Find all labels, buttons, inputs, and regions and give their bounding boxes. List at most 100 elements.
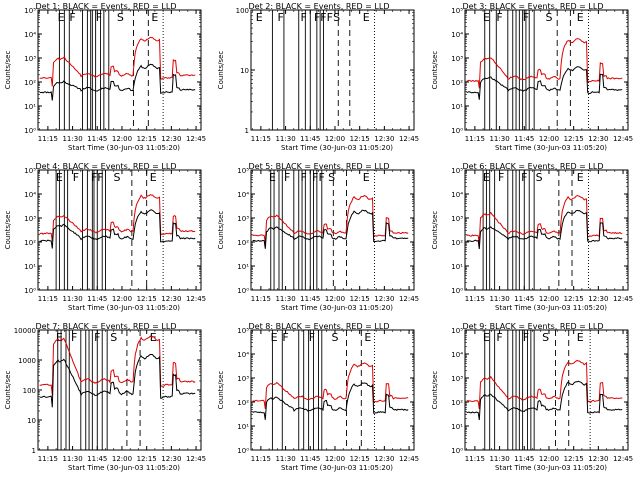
y-tick-label: 10¹ <box>24 103 36 111</box>
annotation-letter: E <box>256 11 263 24</box>
lld-series-line <box>466 194 623 244</box>
lld-series-line <box>252 194 409 244</box>
y-tick-label: 10² <box>237 399 249 407</box>
annotation-letter: F <box>521 171 527 184</box>
annotation-letter: E <box>271 331 278 344</box>
x-tick-label: 11:15 <box>465 455 485 463</box>
y-tick-label: 10⁰ <box>24 287 36 295</box>
y-tick-label: 10⁴ <box>451 191 463 199</box>
y-tick-label: 10⁰ <box>451 447 463 455</box>
y-tick-label: 10⁰ <box>24 127 36 135</box>
annotation-letter: E <box>58 11 65 24</box>
y-tick-label: 10³ <box>237 215 249 223</box>
plot-frame <box>250 169 415 291</box>
y-tick-label: 10¹ <box>451 103 463 111</box>
x-tick-label: 12:15 <box>350 295 370 303</box>
y-tick-label: 10⁵ <box>237 327 249 335</box>
x-tick-label: 12:45 <box>613 135 633 143</box>
y-tick-label: 10⁴ <box>451 351 463 359</box>
x-tick-label: 12:00 <box>325 455 345 463</box>
panel-det-6: Det 6: BLACK = Events, RED = LLD 10⁰ 10¹ 10… <box>431 162 633 312</box>
y-tick-label: 10 <box>240 67 249 75</box>
x-tick-label: 11:45 <box>300 295 320 303</box>
x-tick-label: 11:30 <box>275 455 295 463</box>
chart-title: Det 1: BLACK = Events, RED = LLD <box>36 2 177 11</box>
annotation-letter: S <box>114 171 121 184</box>
annotation-letter: F <box>523 331 529 344</box>
annotation-letter: E <box>363 171 370 184</box>
x-tick-label: 11:45 <box>514 295 534 303</box>
x-tick-label: 11:15 <box>38 135 58 143</box>
x-tick-label: 11:45 <box>514 135 534 143</box>
annotation-letter: E <box>56 171 63 184</box>
x-tick-label: 12:45 <box>186 135 206 143</box>
annotation-letter: F <box>309 331 315 344</box>
y-axis-label: Counts/sec <box>4 211 12 250</box>
y-axis-label: Counts/sec <box>4 371 12 410</box>
annotation-letter: FFF <box>314 11 333 24</box>
chart-title: Det 7: BLACK = Events, RED = LLD <box>36 322 177 331</box>
panel-det-8: Det 8: BLACK = Events, RED = LLD 10⁰ 10¹ 10… <box>217 322 419 472</box>
annotation-letter: F <box>523 11 529 24</box>
lld-series-line <box>39 36 196 87</box>
y-tick-label: 100 <box>236 7 249 15</box>
chart-title: Det 5: BLACK = Events, RED = LLD <box>249 162 390 171</box>
x-tick-label: 12:45 <box>399 295 419 303</box>
x-tick-label: 12:15 <box>564 135 584 143</box>
y-tick-label: 10⁵ <box>451 167 463 175</box>
x-tick-label: 11:15 <box>251 295 271 303</box>
x-tick-label: 12:30 <box>161 455 181 463</box>
annotation-letter: E <box>56 331 63 344</box>
events-series-line <box>39 353 196 408</box>
x-tick-label: 12:15 <box>137 135 157 143</box>
x-tick-label: 12:45 <box>186 295 206 303</box>
x-tick-label: 12:15 <box>564 295 584 303</box>
events-series-line <box>39 63 196 101</box>
annotation-letter: F <box>69 11 75 24</box>
annotation-letter: F <box>277 11 283 24</box>
x-tick-label: 12:30 <box>374 295 394 303</box>
x-tick-label: 12:00 <box>325 295 345 303</box>
annotation-letter: E <box>150 331 157 344</box>
annotation-letter: E <box>483 11 490 24</box>
annotation-letter: E <box>151 11 158 24</box>
annotation-letter: E <box>483 331 490 344</box>
x-tick-label: 12:15 <box>350 135 370 143</box>
x-axis-label: Start Time (30-Jun-03 11:05:20) <box>281 144 393 152</box>
plot-frame <box>464 169 629 291</box>
events-series-line <box>39 209 196 249</box>
x-tick-label: 11:30 <box>489 295 509 303</box>
panel-det-9: Det 9: BLACK = Events, RED = LLD 10⁰ 10¹ 10… <box>431 322 633 472</box>
annotation-letter: S <box>333 11 340 24</box>
y-tick-label: 10¹ <box>451 423 463 431</box>
panel-det-5: Det 5: BLACK = Events, RED = LLD 10⁰ 10¹ 10… <box>217 162 419 312</box>
panel-det-7: Det 7: BLACK = Events, RED = LLD 1 10 100 10… <box>4 322 206 472</box>
x-tick-label: 11:45 <box>300 135 320 143</box>
y-tick-label: 10⁵ <box>24 167 36 175</box>
y-tick-label: 10⁵ <box>237 167 249 175</box>
annotation-letter: F <box>496 11 502 24</box>
x-tick-label: 12:30 <box>161 295 181 303</box>
x-tick-label: 12:30 <box>161 135 181 143</box>
plot-frame <box>464 329 629 451</box>
x-tick-label: 11:15 <box>38 455 58 463</box>
annotation-letter: F <box>282 331 288 344</box>
annotation-letter: S <box>117 11 124 24</box>
y-tick-label: 10³ <box>451 55 463 63</box>
x-axis-label: Start Time (30-Jun-03 11:05:20) <box>68 144 180 152</box>
x-tick-label: 11:15 <box>465 135 485 143</box>
x-tick-label: 11:15 <box>38 295 58 303</box>
y-tick-label: 10000 <box>14 327 36 335</box>
x-tick-label: 12:45 <box>613 455 633 463</box>
y-tick-label: 10¹ <box>24 263 36 271</box>
panel-det-2: Det 2: BLACK = Events, RED = LLD 1 10 100 Co… <box>217 2 419 152</box>
y-tick-label: 10³ <box>237 375 249 383</box>
y-tick-label: 10⁴ <box>24 31 36 39</box>
y-tick-label: 10¹ <box>451 263 463 271</box>
annotation-letter: F <box>71 331 77 344</box>
y-tick-label: 10⁵ <box>451 327 463 335</box>
y-tick-label: 10⁰ <box>237 447 249 455</box>
lld-series-line <box>466 359 623 410</box>
x-tick-label: 12:00 <box>112 295 132 303</box>
